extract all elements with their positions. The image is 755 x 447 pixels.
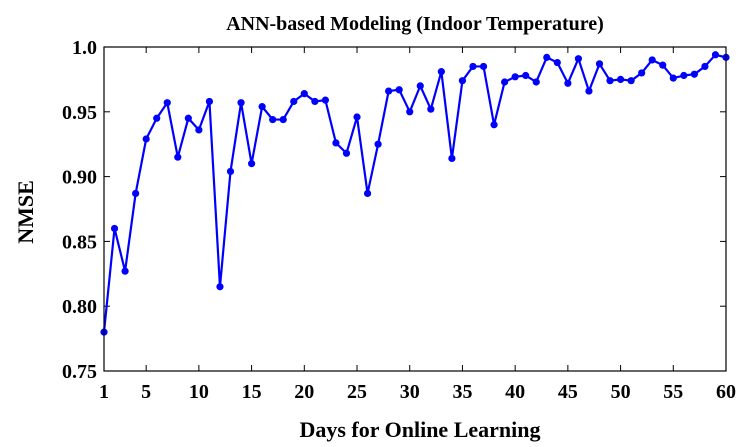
data-point: [300, 90, 308, 98]
data-point: [163, 99, 171, 107]
x-axis-ticks: 1 5 10 15 20 25 30 35 40 45 50 55 60: [99, 47, 736, 403]
data-point: [374, 140, 382, 148]
data-point: [669, 74, 677, 82]
data-point: [574, 55, 583, 63]
data-point: [258, 103, 266, 111]
y-tick-label: 0.90: [62, 167, 97, 189]
data-point: [427, 105, 435, 113]
data-point: [595, 60, 604, 68]
data-point: [606, 77, 614, 85]
x-tick-label: 25: [347, 381, 367, 403]
data-point: [469, 62, 477, 71]
data-point: [406, 108, 414, 116]
data-point: [701, 62, 709, 71]
data-point: [132, 189, 140, 198]
chart-title: ANN-based Modeling (Indoor Temperature): [226, 13, 604, 35]
data-point: [195, 126, 203, 134]
x-tick-label: 40: [505, 381, 525, 403]
x-tick-label: 15: [242, 381, 262, 403]
series-line: [102, 53, 727, 333]
data-point: [142, 135, 150, 143]
data-point: [680, 71, 688, 80]
data-point: [690, 70, 698, 78]
data-point: [184, 114, 192, 122]
data-point: [216, 283, 224, 291]
x-tick-label: 60: [716, 381, 736, 403]
x-tick-label: 5: [141, 381, 151, 403]
data-point: [501, 78, 509, 86]
data-point: [627, 77, 635, 85]
data-point: [363, 189, 372, 198]
y-tick-label: 0.95: [62, 102, 97, 124]
y-tick-label: 0.80: [62, 296, 97, 318]
data-point: [342, 149, 351, 157]
data-point: [458, 77, 467, 85]
data-point: [290, 97, 298, 106]
data-point: [174, 153, 182, 161]
data-point: [416, 82, 424, 90]
data-point: [522, 71, 530, 80]
data-point: [711, 51, 720, 59]
x-tick-label: 30: [400, 381, 420, 403]
data-point: [226, 167, 235, 176]
series-layer: [100, 51, 730, 336]
data-point: [269, 115, 277, 124]
data-point: [321, 96, 329, 104]
data-point: [121, 267, 129, 275]
x-axis-label: Days for Online Learning: [299, 417, 540, 442]
x-tick-label: 50: [611, 381, 631, 403]
data-point: [479, 62, 488, 71]
data-point: [532, 78, 540, 86]
y-tick-label: 1.0: [72, 37, 97, 59]
x-tick-label: 10: [189, 381, 209, 403]
data-point: [564, 79, 572, 87]
data-point: [110, 224, 119, 233]
data-point: [311, 97, 319, 106]
x-tick-label: 1: [99, 381, 109, 403]
data-point: [205, 97, 214, 106]
y-axis-ticks: 0.75 0.80 0.85 0.90 0.95 1.0: [62, 37, 726, 383]
data-point: [385, 87, 393, 95]
data-point: [553, 58, 561, 67]
data-point: [279, 115, 287, 124]
data-point: [153, 114, 161, 122]
data-point: [395, 86, 403, 94]
data-point: [353, 113, 361, 121]
y-tick-label: 0.85: [62, 231, 97, 253]
x-tick-label: 45: [558, 381, 578, 403]
x-tick-label: 35: [452, 381, 472, 403]
data-point: [648, 56, 656, 64]
data-point: [638, 69, 646, 77]
data-point: [616, 75, 625, 83]
plot-area-frame: [103, 46, 727, 372]
x-tick-label: 55: [663, 381, 683, 403]
data-point: [585, 87, 593, 95]
data-point: [543, 53, 551, 61]
x-tick-label: 20: [294, 381, 314, 403]
data-point: [437, 68, 445, 76]
y-tick-label: 0.75: [62, 361, 97, 383]
data-point: [332, 139, 340, 147]
data-point: [247, 160, 256, 168]
data-point: [237, 99, 245, 107]
y-axis-label: NMSE: [13, 180, 38, 244]
data-point: [511, 73, 519, 81]
data-point: [490, 121, 498, 129]
data-point: [659, 61, 667, 69]
data-point: [448, 154, 456, 163]
